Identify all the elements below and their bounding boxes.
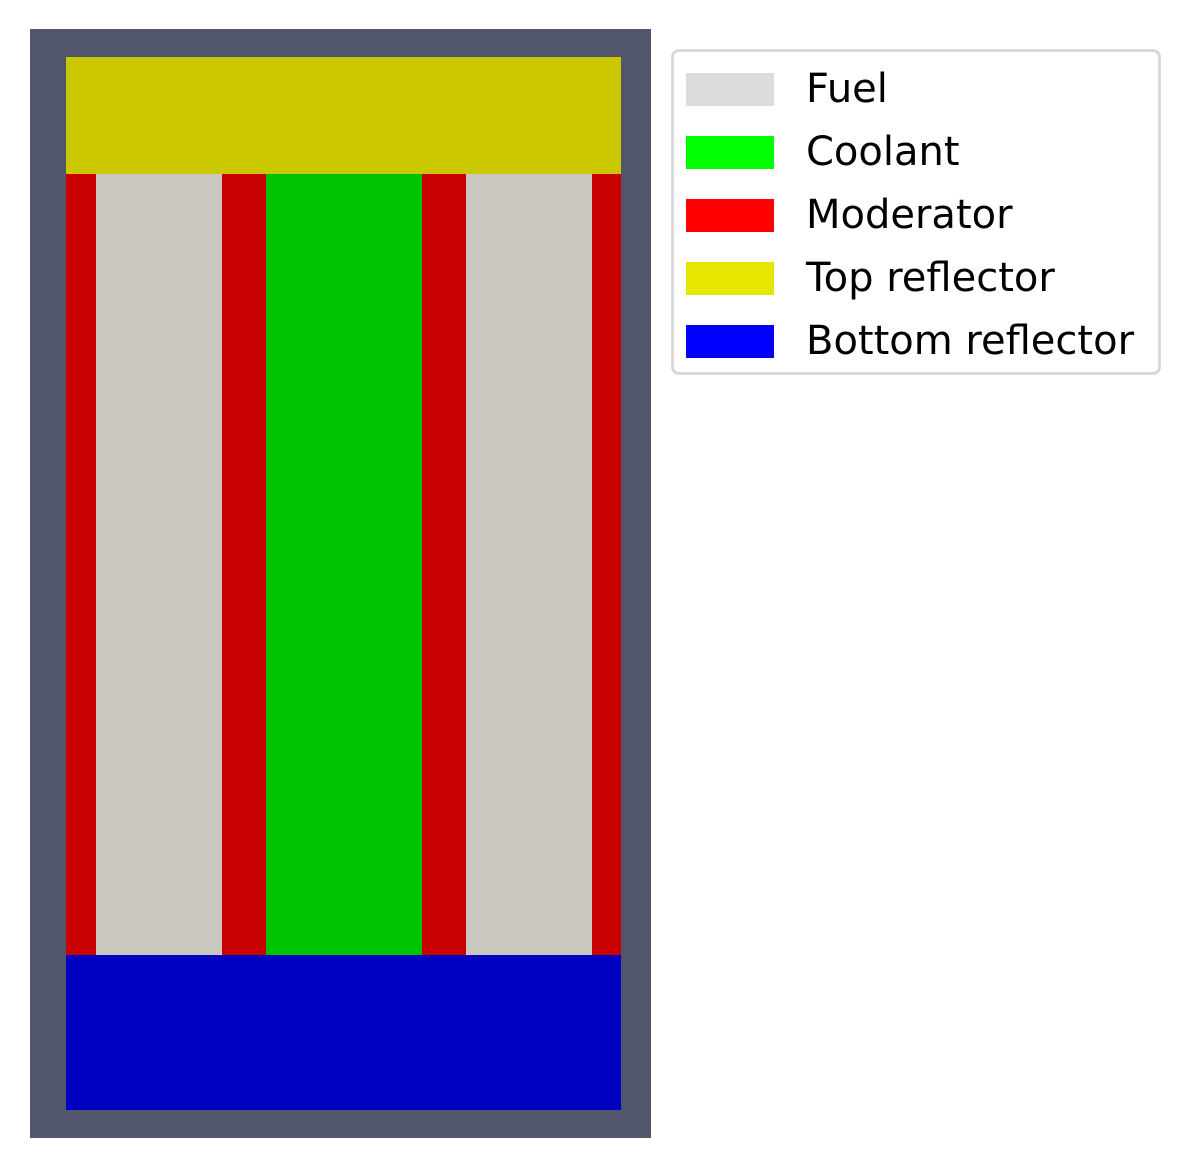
legend-swatch-top-reflector bbox=[686, 262, 774, 295]
moderator-region-left bbox=[66, 174, 96, 955]
fuel-region-right bbox=[466, 174, 592, 955]
legend-label-bottom-reflector: Bottom reflector bbox=[806, 318, 1135, 364]
moderator-region-inner-right bbox=[422, 174, 466, 955]
legend-item-top-reflector: Top reflector bbox=[686, 256, 1156, 300]
legend-label-fuel: Fuel bbox=[806, 66, 888, 112]
legend-label-coolant: Coolant bbox=[806, 129, 960, 175]
legend-item-bottom-reflector: Bottom reflector bbox=[686, 319, 1156, 363]
top-reflector-region bbox=[66, 57, 621, 174]
fuel-region-left bbox=[96, 174, 222, 955]
legend-swatch-coolant bbox=[686, 136, 774, 169]
legend-swatch-fuel bbox=[686, 73, 774, 106]
coolant-region bbox=[266, 174, 422, 955]
legend-swatch-moderator bbox=[686, 199, 774, 232]
legend-swatch-bottom-reflector bbox=[686, 325, 774, 358]
legend: Fuel Coolant Moderator Top reflector Bot… bbox=[671, 49, 1161, 375]
moderator-region-right bbox=[592, 174, 621, 955]
legend-item-coolant: Coolant bbox=[686, 130, 1156, 174]
moderator-region-inner-left bbox=[222, 174, 266, 955]
bottom-reflector-region bbox=[66, 955, 621, 1110]
legend-item-fuel: Fuel bbox=[686, 67, 1156, 111]
legend-label-top-reflector: Top reflector bbox=[806, 255, 1055, 301]
legend-label-moderator: Moderator bbox=[806, 192, 1013, 238]
legend-item-moderator: Moderator bbox=[686, 193, 1156, 237]
